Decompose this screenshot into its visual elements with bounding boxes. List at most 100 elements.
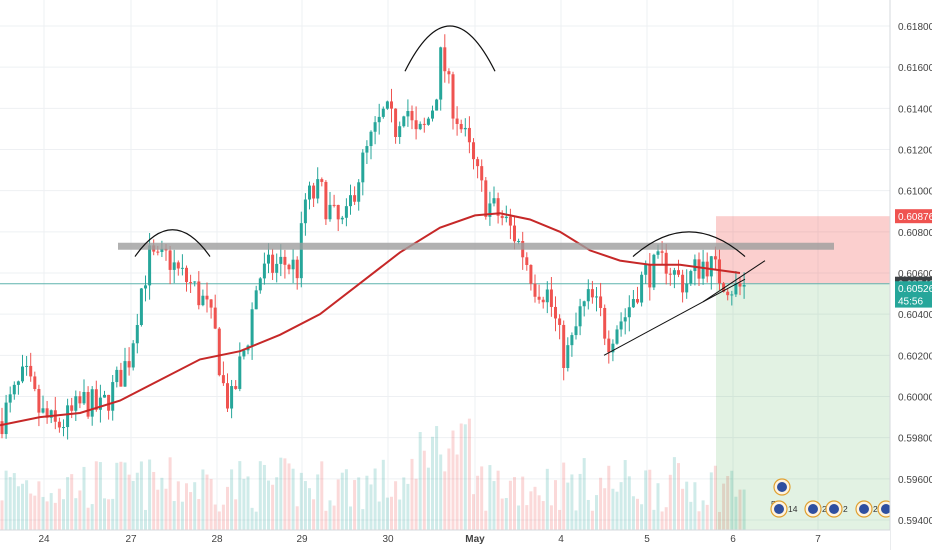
volume-bar	[435, 426, 439, 530]
volume-bar	[595, 495, 598, 530]
volume-bar	[176, 481, 180, 530]
volume-bar	[66, 477, 70, 530]
volume-bar	[431, 436, 434, 530]
candle-body	[640, 274, 644, 303]
candle-body	[525, 257, 529, 265]
trendline-top[interactable]	[702, 260, 766, 303]
candle-body	[230, 386, 234, 409]
candle-body	[631, 299, 635, 308]
event-marker[interactable]: 2	[804, 500, 827, 518]
x-tick-label: 29	[296, 534, 308, 545]
volume-bar	[701, 500, 705, 530]
candle-body	[25, 365, 29, 367]
volume-bar	[677, 463, 680, 530]
candle-body	[537, 296, 541, 300]
volume-bar	[37, 481, 41, 530]
candle-body	[86, 392, 90, 417]
candle-body	[238, 356, 242, 389]
candle-body	[578, 306, 582, 327]
volume-bar	[525, 505, 529, 530]
volume-bar	[418, 432, 422, 530]
time-axis[interactable]: 24 27 28 29 30 May 4 5 6 7	[0, 529, 890, 550]
candle-body	[148, 245, 152, 286]
candle-body	[299, 223, 303, 279]
volume-bar	[504, 497, 508, 530]
grid	[0, 0, 890, 530]
volume-bar	[70, 474, 74, 530]
candle-body	[156, 251, 160, 253]
candle-body	[312, 185, 316, 199]
volume-bar	[619, 482, 623, 530]
volume-bar	[144, 509, 147, 530]
volume-bar	[656, 483, 660, 530]
candle-body	[332, 204, 336, 206]
candle-body	[262, 263, 266, 279]
volume-bar	[53, 502, 57, 530]
volume-bar	[78, 490, 82, 530]
event-marker[interactable]: 2	[825, 500, 848, 518]
y-tick-label: 0.59600	[898, 475, 932, 486]
candle-body	[373, 122, 377, 132]
candle-body	[275, 263, 279, 273]
candle-body	[455, 118, 459, 124]
price-badge-label: 45:56	[898, 297, 923, 308]
price-axis[interactable]: 0.61800 0.61600 0.61400 0.61200 0.61000 0.608…	[889, 0, 932, 550]
volume-bar	[127, 474, 131, 530]
moving-average-line	[0, 212, 741, 427]
volume-bar	[90, 504, 94, 530]
candle-body	[394, 108, 398, 138]
volume-bar	[734, 496, 738, 530]
volume-bar	[722, 483, 726, 530]
candle-body	[201, 295, 205, 306]
candle-body	[12, 384, 16, 395]
shoulder-arc-left[interactable]	[134, 229, 211, 257]
shoulder-arc-right[interactable]	[632, 231, 746, 257]
x-tick-label: 5	[644, 534, 650, 545]
volume-bar	[398, 499, 402, 530]
candle-body	[221, 375, 225, 384]
candle-body	[324, 181, 328, 220]
trendline-bottom[interactable]	[603, 278, 746, 356]
candle-body	[49, 410, 53, 418]
volume-bar	[738, 489, 742, 530]
candle-body	[476, 159, 480, 167]
candle-body	[193, 281, 197, 283]
volume-bar	[660, 511, 664, 530]
volume-bar	[636, 498, 639, 530]
candle-body	[37, 389, 41, 413]
volume-bar	[221, 504, 225, 530]
candle-body	[402, 116, 406, 127]
candle-body	[562, 324, 566, 368]
volume-bar	[139, 461, 143, 530]
candle-body	[283, 256, 287, 265]
volume-bar	[681, 488, 685, 530]
volume-bar	[455, 454, 459, 530]
head-arc[interactable]	[404, 25, 496, 72]
candle-body	[205, 295, 209, 300]
volume-bar	[574, 510, 578, 530]
volume-bar	[160, 477, 164, 530]
volume-bar	[521, 476, 525, 530]
volume-bar	[664, 507, 668, 530]
volume-bar	[377, 501, 381, 530]
candle-body	[599, 296, 603, 308]
candle-body	[500, 215, 504, 219]
volume-bar	[648, 469, 652, 530]
volume-bar	[476, 475, 480, 530]
volume-bar	[340, 472, 344, 530]
volume-bar	[168, 457, 172, 530]
volume-bar	[156, 489, 160, 530]
candle-body	[16, 381, 20, 385]
event-marker[interactable]: 14	[770, 500, 798, 518]
volume-bar	[33, 495, 37, 530]
candle-body	[135, 324, 139, 344]
volume-bar	[500, 498, 504, 530]
candle-body	[8, 394, 12, 403]
candle-body	[344, 206, 348, 218]
candle-body	[381, 108, 385, 117]
candle-body	[189, 282, 193, 284]
y-tick-label: 0.61200	[898, 146, 932, 157]
resistance-band[interactable]	[118, 242, 834, 250]
